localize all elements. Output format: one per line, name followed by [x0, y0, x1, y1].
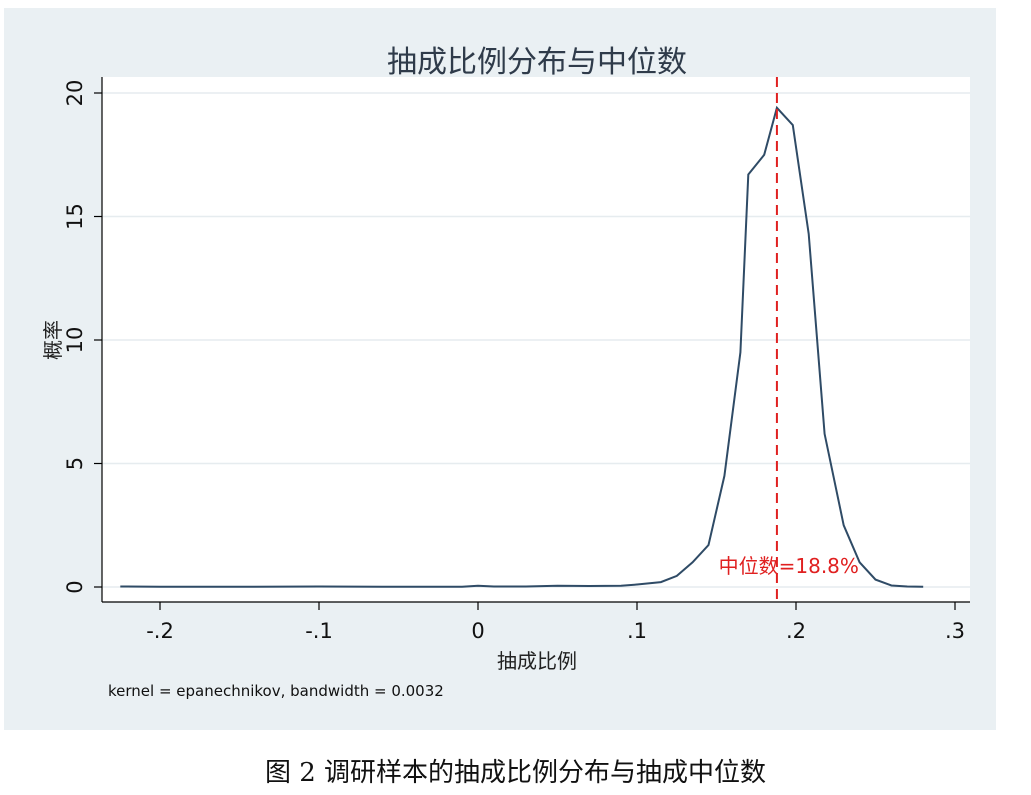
chart-title: 抽成比例分布与中位数	[387, 45, 687, 80]
y-tick-labels: 0 5 10 15 20	[63, 80, 102, 594]
median-marker: 中位数=18.8%	[719, 77, 859, 602]
y-tick-label: 0	[63, 580, 87, 593]
median-label: 中位数=18.8%	[719, 554, 859, 578]
x-tick-label: .3	[945, 619, 965, 643]
x-tick-label: .2	[786, 619, 806, 643]
y-tick-label: 5	[63, 457, 87, 470]
figure-caption: 图 2 调研样本的抽成比例分布与抽成中位数	[264, 758, 767, 788]
y-tick-label: 10	[63, 327, 87, 354]
y-tick-label: 20	[63, 80, 87, 107]
x-tick-label: -.2	[146, 619, 174, 643]
x-tick-label: -.1	[305, 619, 333, 643]
x-axis-label: 抽成比例	[497, 649, 577, 673]
x-tick-label: 0	[471, 619, 484, 643]
y-axis-label: 概率	[41, 320, 65, 360]
x-tick-label: .1	[627, 619, 647, 643]
kernel-note: kernel = epanechnikov, bandwidth = 0.003…	[108, 682, 444, 700]
density-series	[120, 105, 924, 588]
x-tick-labels: -.2 -.1 0 .1 .2 .3	[146, 602, 965, 643]
density-line	[120, 105, 924, 588]
y-tick-label: 15	[63, 203, 87, 230]
